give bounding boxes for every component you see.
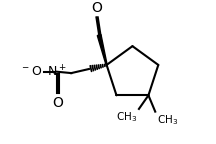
- Polygon shape: [97, 35, 107, 65]
- Text: CH$_3$: CH$_3$: [116, 110, 138, 124]
- Text: N$^+$: N$^+$: [47, 64, 67, 79]
- Text: O: O: [52, 95, 63, 109]
- Text: $^-$O: $^-$O: [20, 65, 43, 78]
- Text: O: O: [92, 1, 103, 15]
- Text: CH$_3$: CH$_3$: [157, 113, 178, 127]
